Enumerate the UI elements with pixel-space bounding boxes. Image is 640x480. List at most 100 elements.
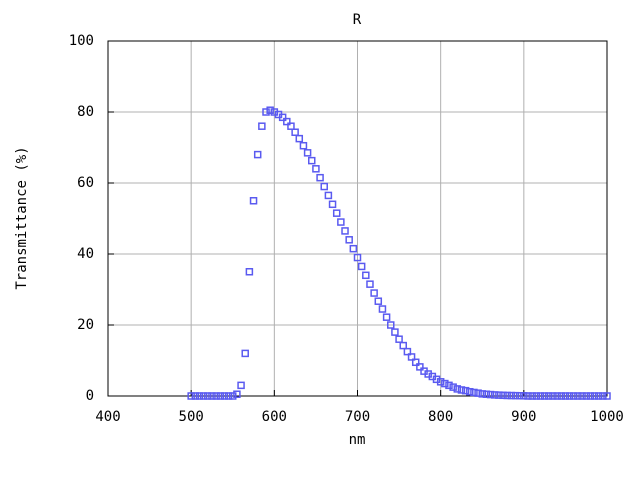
marker [349,244,358,253]
marker [374,297,383,305]
marker [187,392,195,400]
marker [362,271,370,280]
marker [403,347,412,356]
marker [574,392,582,400]
marker [599,392,607,400]
marker [253,150,262,159]
marker [199,392,208,400]
marker [208,392,216,400]
marker [283,117,291,126]
marker [411,358,420,367]
chart-title: R [353,12,362,28]
marker [258,122,266,130]
marker [524,392,532,400]
marker [308,156,316,165]
y-tick-label: 80 [77,104,94,120]
marker [391,328,399,336]
x-axis-label: nm [349,432,366,448]
x-tick-label: 600 [262,409,287,425]
marker [266,106,274,114]
marker [229,392,237,400]
marker [478,390,486,398]
marker [482,390,491,398]
y-axis-label: Transmittance (%) [14,146,30,289]
marker [578,392,586,400]
marker [461,386,470,395]
marker [503,391,511,400]
marker [470,388,478,397]
marker [191,392,200,400]
marker [474,389,482,397]
marker [204,392,212,400]
marker [278,113,287,122]
marker [220,392,229,400]
marker [590,392,599,400]
marker [520,392,528,400]
plot-frame [107,40,608,397]
x-tick-label: 700 [345,409,370,425]
x-tick-label: 900 [511,409,536,425]
marker [216,392,225,400]
marker [407,353,416,361]
marker [345,236,353,244]
marker [378,305,387,313]
marker [262,108,270,116]
marker [586,392,595,400]
marker [241,349,249,358]
marker [495,391,503,399]
marker [490,391,499,399]
marker [565,392,574,400]
marker [337,218,345,226]
marker [320,182,328,191]
x-tick-label: 1000 [590,409,624,425]
marker [507,391,516,400]
marker [395,335,403,343]
marker [316,173,324,182]
marker [399,341,407,350]
marker [195,392,204,400]
marker [295,134,304,143]
marker [212,392,220,400]
marker [249,197,258,205]
marker [532,392,541,400]
marker [553,392,561,400]
marker [486,390,495,399]
marker [499,391,507,400]
marker [536,392,545,400]
marker [332,209,341,217]
marker [353,253,362,262]
marker [515,392,524,400]
marker [370,289,378,297]
marker [603,392,611,400]
marker [382,313,391,321]
y-tick-label: 40 [77,246,94,262]
marker [237,381,245,390]
marker [569,392,578,400]
y-tick-label: 100 [69,33,94,49]
marker [357,262,366,271]
marker [312,165,320,173]
marker [366,280,374,288]
marker [540,392,549,400]
marker [303,149,312,157]
marker [549,392,557,400]
marker [299,141,308,150]
marker [582,392,590,400]
marker [245,268,254,276]
marker [436,378,445,386]
marker [466,387,474,396]
marker [449,383,457,391]
marker [528,392,536,400]
marker [387,321,395,329]
marker [233,390,241,398]
marker [328,200,337,209]
marker [291,128,299,136]
y-tick-label: 20 [77,317,94,333]
marker [511,391,520,400]
marker [324,191,333,200]
marker [557,392,566,400]
x-tick-label: 800 [428,409,453,425]
marker [224,392,233,400]
marker [545,392,553,400]
